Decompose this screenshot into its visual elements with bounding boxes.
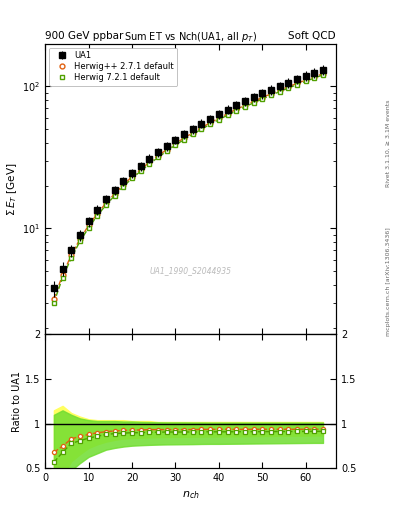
Herwig 7.2.1 default — [77, 239, 82, 245]
Herwig 7.2.1 default — [286, 85, 291, 91]
X-axis label: $n_{ch}$: $n_{ch}$ — [182, 489, 200, 501]
Herwig 7.2.1 default — [268, 92, 273, 98]
Herwig 7.2.1 default — [303, 78, 308, 84]
Herwig++ 2.7.1 default — [199, 124, 204, 131]
Line: Herwig++ 2.7.1 default: Herwig++ 2.7.1 default — [51, 71, 325, 301]
Herwig 7.2.1 default — [60, 274, 65, 281]
Herwig++ 2.7.1 default — [164, 146, 169, 153]
Herwig++ 2.7.1 default — [60, 272, 65, 278]
Herwig 7.2.1 default — [51, 300, 56, 306]
Herwig++ 2.7.1 default — [268, 91, 273, 97]
Herwig 7.2.1 default — [277, 89, 282, 95]
Herwig++ 2.7.1 default — [147, 159, 152, 165]
Herwig 7.2.1 default — [217, 117, 221, 123]
Herwig 7.2.1 default — [173, 142, 178, 148]
Herwig 7.2.1 default — [156, 154, 160, 160]
Herwig++ 2.7.1 default — [130, 174, 134, 180]
Text: Soft QCD: Soft QCD — [288, 31, 336, 41]
Herwig 7.2.1 default — [199, 126, 204, 132]
Herwig 7.2.1 default — [321, 72, 325, 78]
Herwig 7.2.1 default — [208, 121, 213, 127]
Herwig++ 2.7.1 default — [95, 210, 100, 217]
Herwig++ 2.7.1 default — [77, 236, 82, 242]
Herwig++ 2.7.1 default — [69, 252, 73, 258]
Herwig++ 2.7.1 default — [303, 77, 308, 83]
Herwig++ 2.7.1 default — [51, 296, 56, 302]
Herwig 7.2.1 default — [104, 202, 108, 208]
Herwig 7.2.1 default — [234, 108, 239, 114]
Y-axis label: Ratio to UA1: Ratio to UA1 — [12, 371, 22, 432]
Herwig++ 2.7.1 default — [208, 120, 213, 126]
Herwig 7.2.1 default — [312, 75, 317, 81]
Herwig++ 2.7.1 default — [242, 102, 247, 109]
Herwig 7.2.1 default — [112, 193, 117, 199]
Herwig++ 2.7.1 default — [86, 222, 91, 228]
Text: 900 GeV ppbar: 900 GeV ppbar — [45, 31, 123, 41]
Herwig 7.2.1 default — [182, 137, 186, 143]
Herwig++ 2.7.1 default — [234, 106, 239, 113]
Herwig++ 2.7.1 default — [191, 130, 195, 136]
Herwig 7.2.1 default — [147, 161, 152, 167]
Herwig 7.2.1 default — [251, 100, 256, 106]
Herwig++ 2.7.1 default — [251, 98, 256, 104]
Herwig++ 2.7.1 default — [312, 74, 317, 80]
Herwig++ 2.7.1 default — [286, 83, 291, 90]
Text: mcplots.cern.ch [arXiv:1306.3436]: mcplots.cern.ch [arXiv:1306.3436] — [386, 227, 391, 336]
Herwig 7.2.1 default — [295, 81, 299, 88]
Herwig 7.2.1 default — [191, 131, 195, 137]
Herwig++ 2.7.1 default — [182, 135, 186, 141]
Text: Rivet 3.1.10, ≥ 3.1M events: Rivet 3.1.10, ≥ 3.1M events — [386, 100, 391, 187]
Herwig++ 2.7.1 default — [321, 71, 325, 77]
Herwig 7.2.1 default — [260, 96, 264, 102]
Herwig++ 2.7.1 default — [173, 140, 178, 146]
Herwig 7.2.1 default — [86, 225, 91, 231]
Herwig++ 2.7.1 default — [277, 87, 282, 93]
Herwig++ 2.7.1 default — [225, 111, 230, 117]
Y-axis label: $\Sigma\,E_T$ [GeV]: $\Sigma\,E_T$ [GeV] — [6, 162, 19, 216]
Herwig++ 2.7.1 default — [104, 200, 108, 206]
Line: Herwig 7.2.1 default: Herwig 7.2.1 default — [51, 73, 325, 305]
Herwig 7.2.1 default — [164, 148, 169, 154]
Herwig++ 2.7.1 default — [260, 94, 264, 100]
Herwig 7.2.1 default — [69, 255, 73, 261]
Herwig 7.2.1 default — [225, 112, 230, 118]
Herwig++ 2.7.1 default — [121, 182, 126, 188]
Legend: UA1, Herwig++ 2.7.1 default, Herwig 7.2.1 default: UA1, Herwig++ 2.7.1 default, Herwig 7.2.… — [50, 48, 177, 86]
Herwig 7.2.1 default — [130, 175, 134, 181]
Herwig 7.2.1 default — [242, 104, 247, 110]
Herwig++ 2.7.1 default — [138, 166, 143, 173]
Herwig 7.2.1 default — [95, 212, 100, 219]
Herwig 7.2.1 default — [138, 168, 143, 174]
Herwig++ 2.7.1 default — [295, 80, 299, 87]
Herwig++ 2.7.1 default — [112, 191, 117, 197]
Text: UA1_1990_S2044935: UA1_1990_S2044935 — [150, 266, 231, 275]
Title: Sum ET vs Nch(UA1, all $p_T$): Sum ET vs Nch(UA1, all $p_T$) — [124, 30, 257, 44]
Herwig 7.2.1 default — [121, 183, 126, 189]
Herwig++ 2.7.1 default — [156, 153, 160, 159]
Herwig++ 2.7.1 default — [217, 115, 221, 121]
